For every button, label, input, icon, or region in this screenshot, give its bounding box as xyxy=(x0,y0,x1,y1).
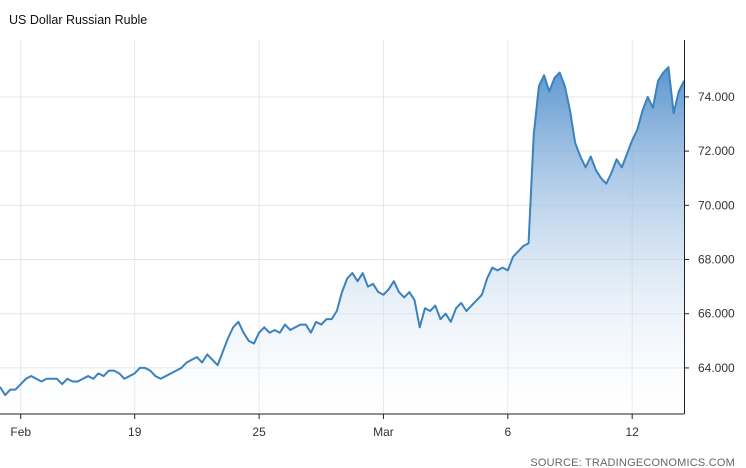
series-area xyxy=(0,67,684,414)
y-tick-label: 74.000 xyxy=(698,90,735,104)
x-tick-label: Feb xyxy=(10,425,31,439)
x-tick-label: Mar xyxy=(373,425,394,439)
chart-title: US Dollar Russian Ruble xyxy=(9,13,148,27)
y-tick-label: 72.000 xyxy=(698,144,735,158)
axes xyxy=(0,40,685,415)
y-tick-label: 68.000 xyxy=(698,253,735,267)
y-tick-label: 70.000 xyxy=(698,198,735,212)
x-tick-label: 25 xyxy=(252,425,266,439)
y-tick-label: 64.000 xyxy=(698,361,735,375)
x-tick-label: 19 xyxy=(128,425,142,439)
x-axis-ticks: Feb 19 25 Mar 6 12 xyxy=(10,414,639,439)
y-tick-label: 66.000 xyxy=(698,307,735,321)
source-label: SOURCE: TRADINGECONOMICS.COM xyxy=(530,457,735,468)
y-axis-ticks: 64.000 66.000 68.000 70.000 72.000 74.000 xyxy=(684,90,735,375)
series-line xyxy=(0,66,685,397)
x-tick-label: 6 xyxy=(504,425,511,439)
x-tick-label: 12 xyxy=(626,425,640,439)
